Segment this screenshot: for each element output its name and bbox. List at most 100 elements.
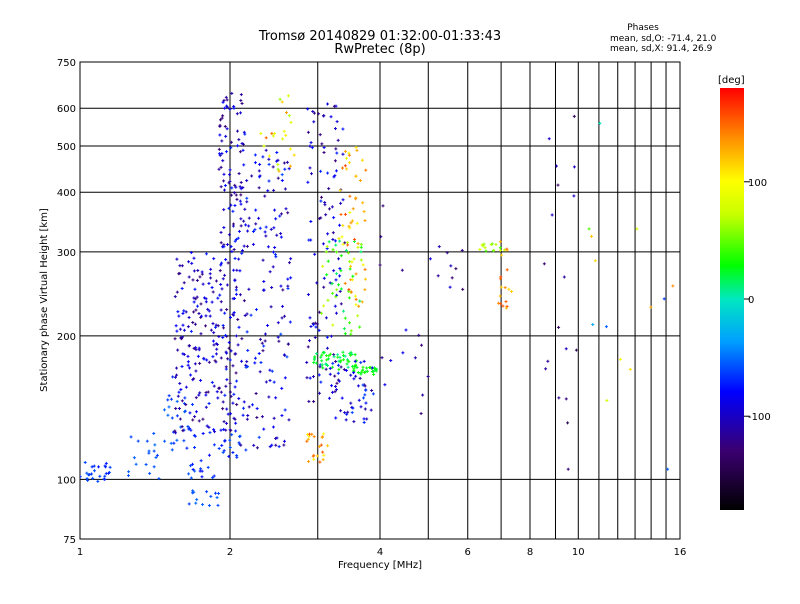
data-point bbox=[262, 279, 266, 283]
data-point bbox=[236, 318, 240, 322]
data-point bbox=[315, 352, 319, 356]
data-point bbox=[266, 189, 270, 193]
data-point bbox=[341, 224, 345, 228]
data-point bbox=[206, 390, 210, 394]
data-point bbox=[227, 181, 231, 185]
data-point bbox=[504, 300, 508, 304]
data-point bbox=[232, 313, 236, 317]
data-point bbox=[281, 137, 285, 141]
data-point bbox=[200, 475, 204, 479]
data-point bbox=[221, 400, 225, 404]
data-point bbox=[362, 359, 366, 363]
data-point bbox=[254, 208, 258, 212]
data-point bbox=[230, 91, 234, 95]
data-point bbox=[337, 283, 341, 287]
data-point bbox=[210, 300, 214, 304]
data-point bbox=[546, 359, 550, 363]
data-point bbox=[313, 336, 317, 340]
data-point bbox=[369, 408, 373, 412]
data-point bbox=[221, 100, 225, 104]
data-point bbox=[326, 259, 330, 263]
data-point bbox=[352, 371, 356, 375]
data-point bbox=[205, 424, 209, 428]
data-point bbox=[152, 431, 156, 435]
data-point bbox=[193, 434, 197, 438]
data-point bbox=[361, 365, 365, 369]
data-point bbox=[271, 134, 275, 138]
data-point bbox=[308, 316, 312, 320]
data-point bbox=[330, 205, 334, 209]
data-point bbox=[483, 246, 487, 250]
data-point bbox=[331, 231, 335, 235]
data-point bbox=[241, 406, 245, 410]
data-point bbox=[216, 503, 220, 507]
data-point bbox=[285, 160, 289, 164]
data-point bbox=[335, 120, 339, 124]
data-point bbox=[211, 476, 215, 480]
data-point bbox=[226, 261, 230, 265]
data-point bbox=[239, 202, 243, 206]
data-point bbox=[276, 335, 280, 339]
data-point bbox=[184, 403, 188, 407]
data-point bbox=[222, 449, 226, 453]
data-point bbox=[307, 238, 311, 242]
data-point bbox=[211, 355, 215, 359]
data-point bbox=[229, 146, 233, 150]
data-point bbox=[283, 314, 287, 318]
data-point bbox=[98, 474, 102, 478]
data-point bbox=[182, 309, 186, 313]
data-point bbox=[484, 249, 488, 253]
data-point bbox=[338, 274, 342, 278]
data-point bbox=[315, 281, 319, 285]
data-point bbox=[357, 304, 361, 308]
data-point bbox=[177, 314, 181, 318]
data-point bbox=[322, 285, 326, 289]
data-point bbox=[219, 185, 223, 189]
data-point bbox=[358, 376, 362, 380]
data-point bbox=[218, 269, 222, 273]
data-point bbox=[335, 381, 339, 385]
colorbar bbox=[720, 88, 744, 510]
data-point bbox=[505, 268, 509, 272]
data-point bbox=[312, 323, 316, 327]
data-point bbox=[215, 496, 219, 500]
data-point bbox=[147, 449, 151, 453]
data-point bbox=[289, 147, 293, 151]
data-point bbox=[186, 325, 190, 329]
data-point bbox=[339, 269, 343, 273]
data-point bbox=[253, 161, 257, 165]
data-point bbox=[242, 219, 246, 223]
data-point bbox=[182, 328, 186, 332]
data-point bbox=[361, 383, 365, 387]
data-point bbox=[178, 271, 182, 275]
data-point bbox=[251, 230, 255, 234]
data-point bbox=[189, 464, 193, 468]
data-point bbox=[363, 288, 367, 292]
data-point bbox=[331, 323, 335, 327]
data-point bbox=[225, 283, 229, 287]
data-point bbox=[326, 102, 330, 106]
data-point bbox=[324, 367, 328, 371]
data-point bbox=[287, 418, 291, 422]
data-point bbox=[247, 216, 251, 220]
data-point bbox=[195, 498, 199, 502]
data-point bbox=[257, 352, 261, 356]
data-point bbox=[354, 272, 358, 276]
data-point bbox=[347, 153, 351, 157]
data-point bbox=[219, 356, 223, 360]
data-point bbox=[373, 367, 377, 371]
data-point bbox=[196, 354, 200, 358]
data-point bbox=[176, 348, 180, 352]
data-point bbox=[107, 471, 111, 475]
data-point bbox=[292, 153, 296, 157]
data-point bbox=[201, 417, 205, 421]
data-point bbox=[211, 290, 215, 294]
data-point bbox=[239, 217, 243, 221]
data-point bbox=[287, 167, 291, 171]
data-point bbox=[334, 278, 338, 282]
data-point bbox=[557, 396, 561, 400]
data-point bbox=[321, 264, 325, 268]
data-point bbox=[267, 395, 271, 399]
data-point bbox=[174, 431, 178, 435]
data-point bbox=[152, 449, 156, 453]
